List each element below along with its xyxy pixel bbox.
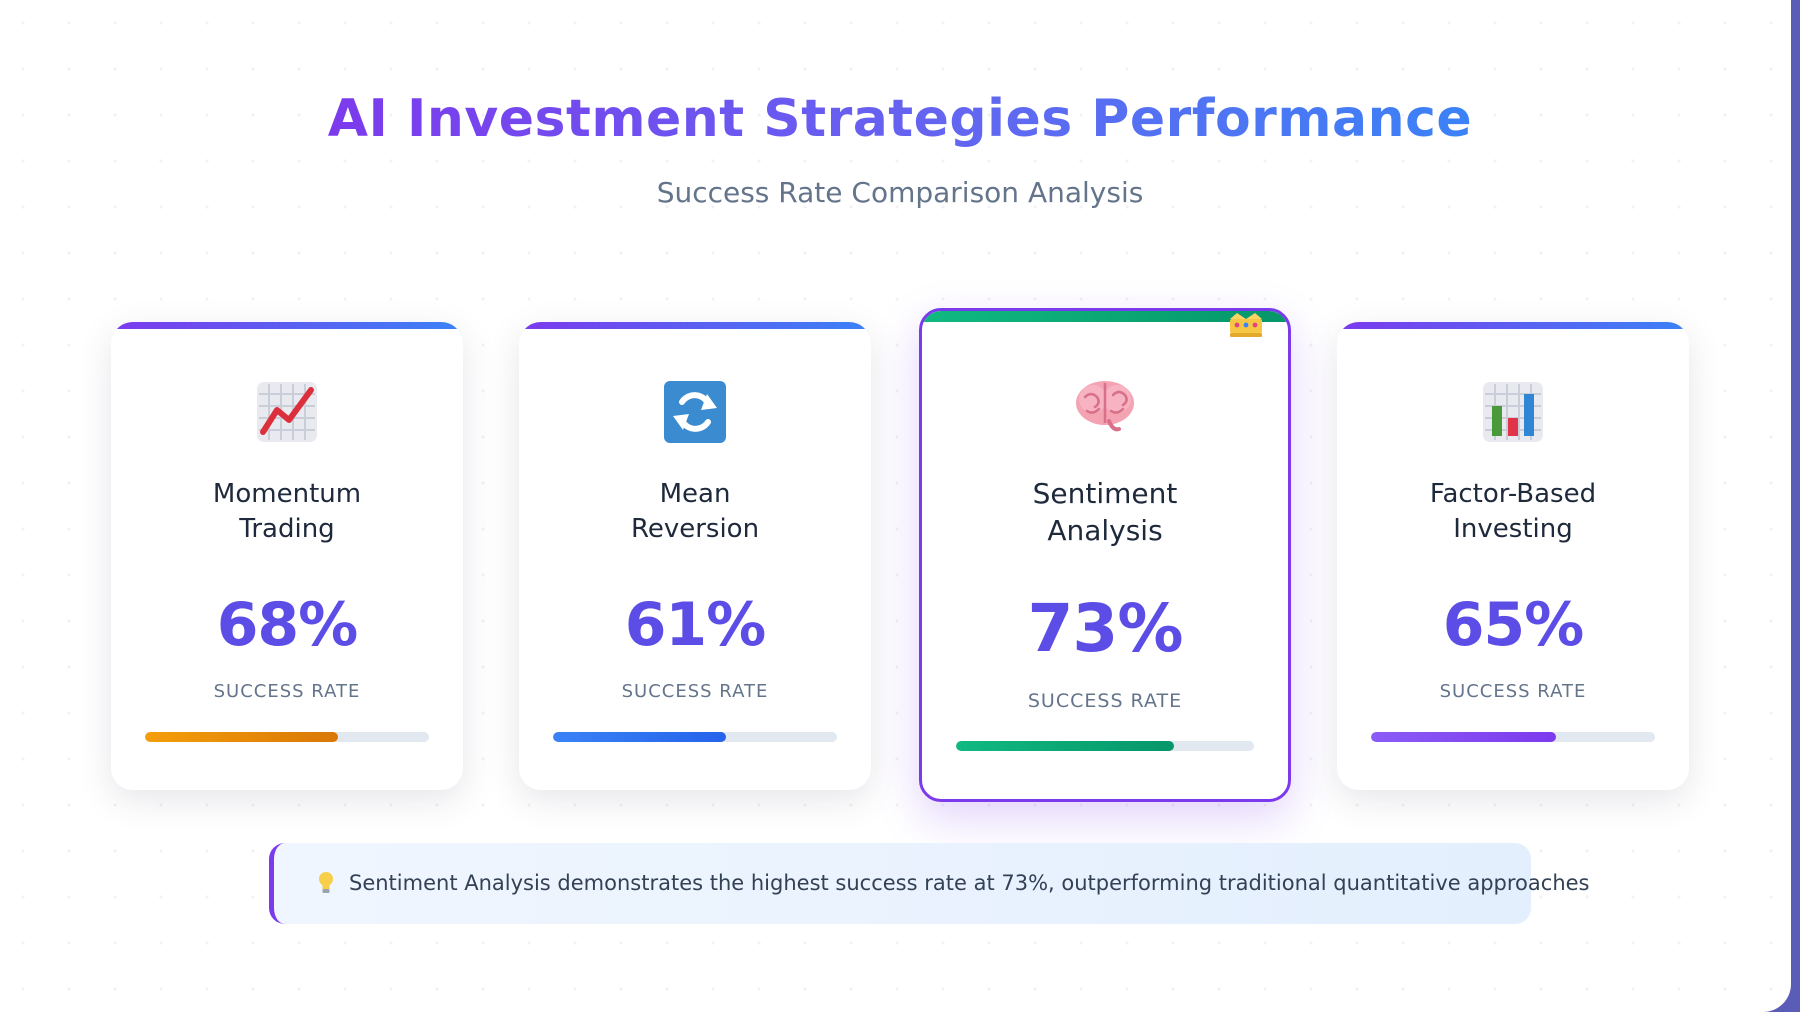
- progress-track: [553, 732, 837, 742]
- success-rate-label: SUCCESS RATE: [213, 681, 361, 702]
- strategy-card-mean-reversion: Mean Reversion 61% SUCCESS RATE: [519, 322, 871, 790]
- strategy-name-line-2: Trading: [239, 514, 335, 544]
- progress-track: [1371, 732, 1655, 742]
- card-top-accent: [922, 311, 1288, 322]
- progress-fill: [956, 741, 1174, 751]
- card-top-accent: [1337, 322, 1689, 329]
- progress-fill: [1371, 732, 1556, 742]
- progress-track: [956, 741, 1254, 751]
- strategy-card-factor-based-investing: Factor-Based Investing 65% SUCCESS RATE: [1337, 322, 1689, 790]
- success-rate-label: SUCCESS RATE: [1439, 681, 1587, 702]
- crown-icon: [1230, 313, 1262, 337]
- page-subtitle: Success Rate Comparison Analysis: [656, 176, 1144, 209]
- success-rate-value: 65%: [1442, 590, 1585, 660]
- progress-fill: [553, 732, 727, 742]
- strategy-name: Momentum Trading: [111, 477, 463, 547]
- progress-fill: [145, 732, 339, 742]
- strategy-name-line-1: Mean: [659, 479, 731, 509]
- lightbulb-icon: [319, 872, 333, 893]
- chart-increasing-icon: [257, 382, 317, 442]
- bar-chart-icon: [1483, 382, 1543, 442]
- insight-text: Sentiment Analysis demonstrates the high…: [349, 871, 1590, 895]
- arrows-cycle-icon: [664, 381, 726, 443]
- success-rate-value: 73%: [1027, 590, 1184, 667]
- strategy-card-momentum-trading: Momentum Trading 68% SUCCESS RATE: [111, 322, 463, 790]
- success-rate-label: SUCCESS RATE: [621, 681, 769, 702]
- strategy-name-line-2: Investing: [1453, 514, 1573, 544]
- success-rate-label: SUCCESS RATE: [1027, 690, 1183, 712]
- strategy-name-line-1: Factor-Based: [1429, 479, 1597, 509]
- strategy-name: Mean Reversion: [519, 477, 871, 547]
- success-rate-value: 68%: [216, 590, 359, 660]
- card-top-accent: [519, 322, 871, 329]
- strategy-card-sentiment-analysis: Sentiment Analysis 73% SUCCESS RATE: [919, 308, 1291, 802]
- insight-banner: Sentiment Analysis demonstrates the high…: [269, 843, 1590, 924]
- strategy-name-line-2: Analysis: [1047, 514, 1163, 547]
- strategy-name-line-2: Reversion: [630, 514, 760, 544]
- progress-track: [145, 732, 429, 742]
- brain-icon: [1076, 381, 1134, 432]
- strategy-name-line-1: Momentum: [212, 479, 362, 509]
- strategy-name: Factor-Based Investing: [1337, 477, 1689, 547]
- success-rate-value: 61%: [624, 590, 767, 660]
- page-title: AI Investment Strategies Performance: [328, 84, 1472, 154]
- strategy-name-line-1: Sentiment: [1032, 477, 1178, 510]
- strategy-name: Sentiment Analysis: [922, 475, 1288, 549]
- card-top-accent: [111, 322, 463, 329]
